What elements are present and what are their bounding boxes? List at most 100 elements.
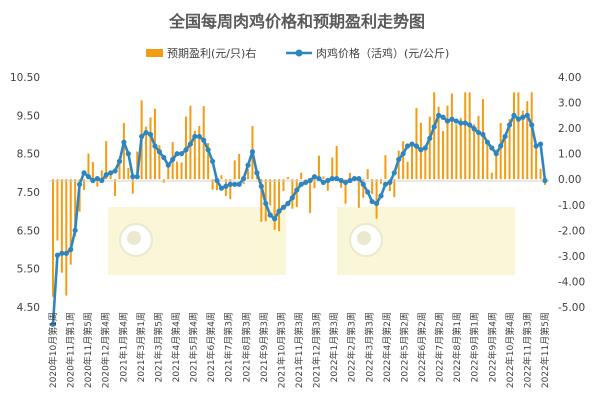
- price-point: [493, 151, 499, 157]
- profit-bar: [242, 179, 245, 184]
- x-axis-tick-label: 2021年10月第3周: [275, 312, 287, 388]
- price-point: [307, 177, 313, 184]
- x-axis-tick-label: 2022年9月第1周: [469, 312, 481, 382]
- profit-bar: [216, 179, 218, 191]
- price-point: [178, 151, 185, 157]
- profit-bar: [295, 179, 298, 208]
- x-axis-tick-label: 2021年9月第3周: [258, 312, 270, 382]
- profit-bar: [322, 176, 325, 180]
- left-axis-tick-label: 10.50: [10, 72, 40, 84]
- price-point: [316, 175, 322, 182]
- price-point: [143, 129, 149, 136]
- x-axis-tick-label: 2020年11月第1周: [65, 312, 77, 388]
- profit-bar: [282, 179, 285, 192]
- price-point: [112, 168, 118, 174]
- x-axis-tick-label: 2022年7月第2周: [434, 312, 446, 382]
- profit-bar: [118, 158, 121, 180]
- profit-bar: [198, 125, 201, 180]
- left-axis-tick-label: 9.50: [17, 110, 40, 122]
- profit-bar: [348, 172, 351, 180]
- left-axis-tick-label: 5.50: [17, 264, 40, 276]
- left-axis-tick-label: 8.50: [17, 149, 40, 161]
- profit-bar: [60, 179, 63, 273]
- profit-bar: [211, 179, 214, 190]
- price-point: [68, 246, 74, 253]
- profit-bar: [402, 141, 405, 180]
- price-point: [418, 147, 424, 153]
- profit-bar: [380, 179, 382, 184]
- price-point: [99, 177, 105, 184]
- chart-title: 全国每周肉鸡价格和预期盈利走势图: [168, 12, 425, 31]
- legend: 预期盈利(元/只)右 肉鸡价格（活鸡）(元/公斤): [146, 46, 449, 60]
- x-axis-tick-label: 2022年11月第3周: [521, 312, 533, 388]
- price-point: [409, 141, 415, 147]
- price-point: [81, 170, 87, 176]
- right-axis-tick-label: -4.00: [558, 276, 585, 288]
- price-point: [533, 143, 539, 149]
- profit-bar: [180, 162, 183, 180]
- profit-bar: [83, 179, 86, 190]
- profit-bar: [317, 155, 320, 180]
- x-axis-tick-label: 2020年10月第1周: [47, 312, 59, 388]
- price-point: [378, 193, 384, 199]
- price-point: [156, 149, 162, 155]
- profit-bar: [52, 179, 54, 297]
- price-point: [161, 154, 167, 161]
- price-point: [475, 129, 482, 136]
- price-point: [209, 158, 216, 164]
- right-axis-tick-label: 0.00: [558, 174, 581, 186]
- profit-bar: [56, 179, 59, 241]
- legend-line-label: 肉鸡价格（活鸡）(元/公斤): [316, 46, 449, 60]
- profit-bar: [74, 179, 77, 237]
- price-point: [134, 174, 140, 180]
- price-point: [227, 181, 233, 187]
- profit-bar: [464, 92, 467, 180]
- x-axis-tick-label: 2022年5月第2周: [398, 312, 410, 382]
- price-point: [139, 133, 145, 140]
- profit-bar: [362, 179, 365, 198]
- profit-bar: [539, 168, 542, 180]
- price-point: [170, 156, 176, 163]
- price-point: [489, 145, 495, 151]
- price-point: [254, 170, 260, 176]
- price-point: [320, 179, 326, 186]
- price-point: [63, 250, 69, 256]
- price-point: [480, 131, 486, 138]
- profit-bar: [278, 179, 281, 232]
- right-axis-tick-label: 2.00: [558, 123, 581, 135]
- x-axis-tick-label: 2021年6月第4周: [205, 312, 217, 382]
- profit-bar: [158, 145, 161, 180]
- price-point: [542, 177, 548, 184]
- price-point: [356, 175, 362, 182]
- watermark-left: [108, 207, 286, 275]
- price-point: [515, 116, 522, 122]
- price-point: [121, 139, 127, 145]
- price-point: [400, 151, 406, 157]
- price-point: [387, 179, 393, 186]
- price-point: [94, 175, 100, 182]
- price-point: [280, 204, 287, 210]
- price-point: [85, 174, 92, 180]
- price-point: [498, 143, 504, 149]
- legend-bar-swatch: [146, 49, 163, 57]
- x-axis-tick-label: 2021年4月第4周: [170, 312, 182, 382]
- x-axis-tick-label: 2020年11月第5周: [82, 312, 94, 388]
- price-point: [187, 141, 194, 147]
- profit-bar: [273, 179, 276, 230]
- profit-bar: [260, 179, 263, 222]
- price-point: [54, 252, 61, 258]
- profit-bar: [309, 179, 312, 214]
- profit-bar: [96, 179, 99, 187]
- x-axis-tick-label: 2021年11月第3周: [293, 312, 305, 388]
- x-axis-tick-label: 2021年3月第5周: [152, 312, 164, 382]
- profit-bar: [122, 123, 125, 180]
- price-point: [311, 174, 318, 180]
- price-point: [276, 208, 282, 214]
- price-point: [449, 116, 455, 122]
- profit-bar: [193, 130, 196, 180]
- price-point: [125, 151, 131, 157]
- price-point: [223, 183, 229, 189]
- x-axis-tick-label: 2021年5月第4周: [188, 312, 200, 382]
- profit-bar: [344, 179, 347, 204]
